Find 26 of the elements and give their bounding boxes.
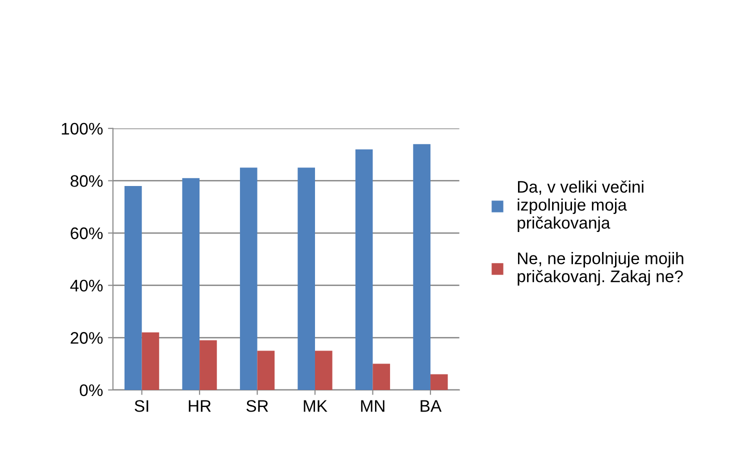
bar bbox=[124, 186, 142, 390]
x-tick-label: SI bbox=[134, 400, 148, 412]
legend-label: Ne, ne izpolnjuje mojih pričakovanj. Zakaj ne? bbox=[518, 252, 684, 286]
bar bbox=[240, 168, 258, 390]
bar bbox=[355, 149, 373, 390]
y-tick-label: 80% bbox=[70, 175, 103, 187]
bar bbox=[298, 168, 316, 390]
bar bbox=[142, 332, 160, 390]
bar bbox=[200, 340, 217, 390]
legend-label: Da, v veliki večini izpolnjuje moja pričakovanja bbox=[518, 180, 644, 232]
x-tick-label: SR bbox=[246, 400, 268, 412]
bar bbox=[257, 350, 275, 390]
bar bbox=[372, 364, 390, 390]
x-tick-label: MK bbox=[304, 400, 328, 412]
x-tick-label: BA bbox=[420, 400, 442, 412]
x-tick-label: MN bbox=[361, 400, 384, 412]
x-tick-label: HR bbox=[188, 400, 211, 412]
bar bbox=[413, 144, 430, 390]
bar bbox=[182, 178, 200, 390]
y-tick-label: 40% bbox=[70, 280, 103, 292]
y-tick-label: 0% bbox=[80, 384, 103, 396]
bar bbox=[315, 350, 332, 390]
y-tick-label: 60% bbox=[70, 227, 103, 240]
y-tick-label: 100% bbox=[62, 122, 103, 135]
y-tick-label: 20% bbox=[70, 332, 103, 344]
bar bbox=[430, 374, 448, 390]
